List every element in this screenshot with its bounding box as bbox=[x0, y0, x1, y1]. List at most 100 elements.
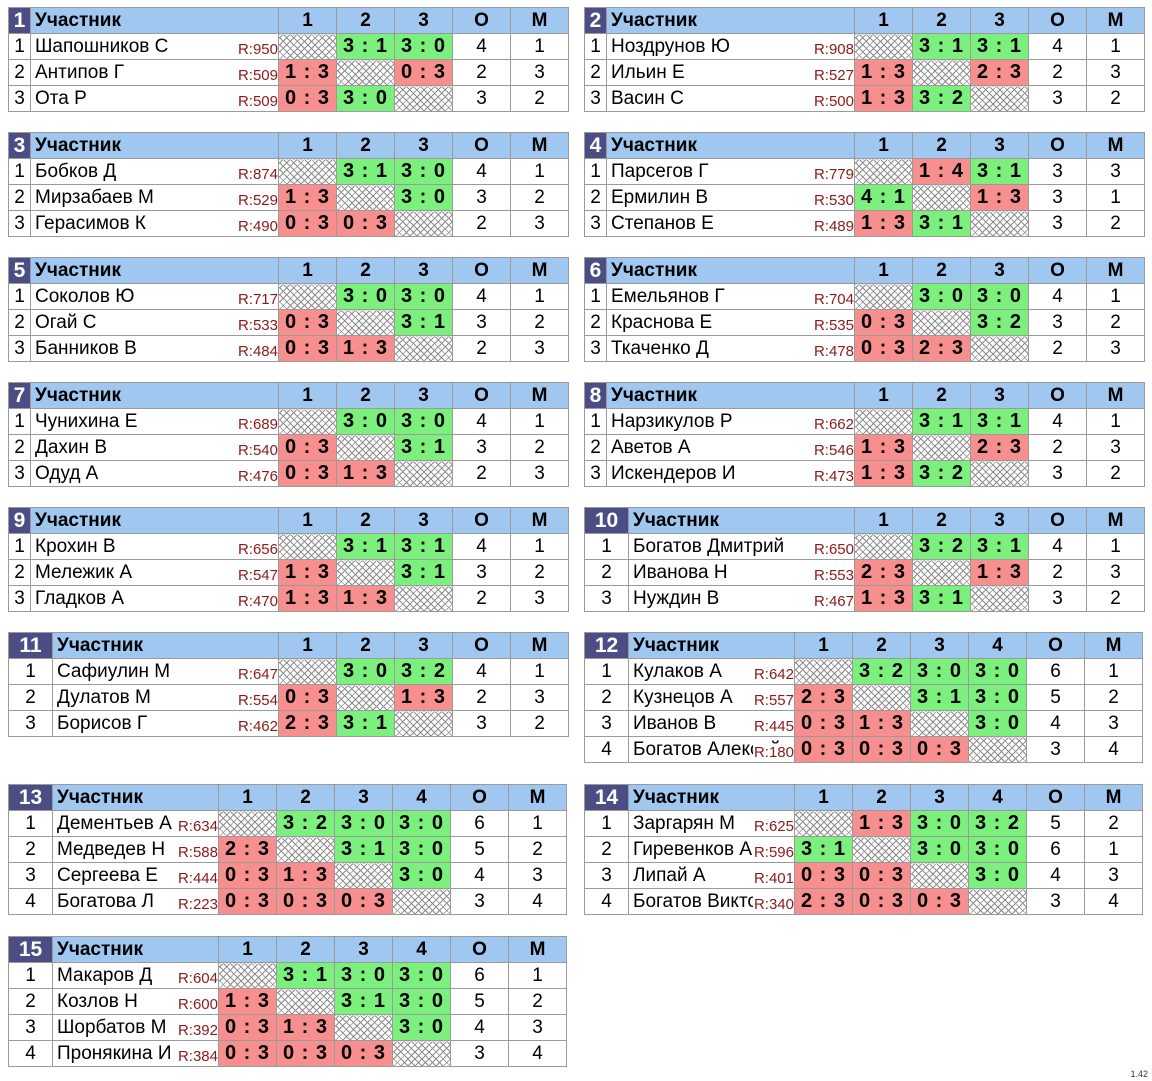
player-name[interactable]: Мирзабаев М bbox=[35, 186, 154, 208]
player-name[interactable]: Нуждин В bbox=[633, 587, 720, 609]
player-name[interactable]: Одуд А bbox=[35, 462, 99, 484]
player-name[interactable]: Кузнецов А bbox=[633, 686, 733, 708]
player-name[interactable]: Ильин Е bbox=[611, 61, 685, 83]
player-rating: R:625 bbox=[752, 818, 794, 835]
points-value: 4 bbox=[452, 158, 511, 185]
player-name[interactable]: Ткаченко Д bbox=[611, 337, 709, 359]
player-rating: R:540 bbox=[236, 442, 278, 459]
player-name[interactable]: Медведев Н bbox=[57, 838, 166, 860]
player-rating: R:484 bbox=[236, 343, 278, 360]
player-name[interactable]: Гладков А bbox=[35, 587, 125, 609]
place-value: 1 bbox=[510, 283, 569, 310]
player-rating: R:704 bbox=[812, 291, 854, 308]
player-name[interactable]: Банников В bbox=[35, 337, 137, 359]
player-name[interactable]: Герасимов К bbox=[35, 212, 146, 234]
group-header-row: 3 Участник 1 2 3 О М bbox=[8, 132, 569, 159]
self-match-cell bbox=[854, 408, 913, 435]
self-match-cell bbox=[218, 962, 277, 989]
group-number: 7 bbox=[8, 382, 31, 409]
match-score: 2 : 3 bbox=[794, 684, 853, 711]
player-name[interactable]: Богатов Дмитрий bbox=[633, 535, 785, 557]
self-match-cell bbox=[912, 434, 971, 461]
match-score: 3 : 0 bbox=[336, 283, 395, 310]
player-rating: R:642 bbox=[752, 666, 794, 683]
match-score: 3 : 0 bbox=[968, 836, 1027, 863]
player-name[interactable]: Шапошников С bbox=[35, 35, 169, 57]
match-score: 3 : 1 bbox=[394, 309, 453, 336]
points-value: 6 bbox=[1026, 658, 1085, 685]
player-name[interactable]: Аветов А bbox=[611, 436, 691, 458]
player-cell: Мирзабаев М R:529 bbox=[30, 184, 279, 211]
player-name[interactable]: Соколов Ю bbox=[35, 285, 135, 307]
player-rating: R:340 bbox=[752, 896, 794, 913]
opponent-column-header: 3 bbox=[394, 507, 453, 534]
opponent-column-header: 2 bbox=[912, 507, 971, 534]
opponent-column-header: 1 bbox=[278, 132, 337, 159]
player-name[interactable]: Шорбатов М bbox=[57, 1016, 167, 1038]
player-name[interactable]: Мележик А bbox=[35, 561, 133, 583]
player-name[interactable]: Парсегов Г bbox=[611, 160, 709, 182]
player-name[interactable]: Дахин В bbox=[35, 436, 107, 458]
opponent-column-header: 3 bbox=[910, 784, 969, 811]
player-name[interactable]: Крохин В bbox=[35, 535, 116, 557]
player-name[interactable]: Ота Р bbox=[35, 87, 87, 109]
player-name[interactable]: Борисов Г bbox=[57, 712, 148, 734]
player-name[interactable]: Гиревенков А bbox=[633, 838, 753, 860]
place-value: 3 bbox=[1084, 862, 1143, 889]
player-name[interactable]: Искендеров И bbox=[611, 462, 736, 484]
match-score: 3 : 1 bbox=[912, 585, 971, 612]
player-name[interactable]: Богатова Л bbox=[57, 890, 154, 912]
group-number: 2 bbox=[584, 7, 607, 34]
player-name[interactable]: Богатов Виктор bbox=[633, 890, 769, 912]
place-value: 2 bbox=[1086, 210, 1145, 237]
player-seed: 4 bbox=[584, 888, 629, 915]
player-cell: Медведев Н R:588 bbox=[52, 836, 219, 863]
player-seed: 2 bbox=[8, 59, 31, 86]
player-name[interactable]: Пронякина И bbox=[57, 1042, 172, 1064]
player-rating: R:533 bbox=[236, 317, 278, 334]
player-name[interactable]: Богатов Алексей bbox=[633, 738, 781, 760]
player-rating: R:392 bbox=[176, 1022, 218, 1039]
player-name[interactable]: Макаров Д bbox=[57, 964, 153, 986]
player-name[interactable]: Козлов Н bbox=[57, 990, 138, 1012]
player-name[interactable]: Бобков Д bbox=[35, 160, 117, 182]
player-name[interactable]: Сафиулин М bbox=[57, 660, 171, 682]
match-score: 3 : 2 bbox=[912, 460, 971, 487]
match-score: 3 : 2 bbox=[276, 810, 335, 837]
player-name[interactable]: Васин С bbox=[611, 87, 684, 109]
place-value: 3 bbox=[1086, 559, 1145, 586]
player-name[interactable]: Нарзикулов Р bbox=[611, 410, 733, 432]
player-name[interactable]: Ермилин В bbox=[611, 186, 709, 208]
opponent-column-header: 2 bbox=[912, 382, 971, 409]
match-score: 1 : 3 bbox=[854, 434, 913, 461]
player-name[interactable]: Степанов Е bbox=[611, 212, 714, 234]
player-name[interactable]: Заргарян М bbox=[633, 812, 735, 834]
player-name[interactable]: Огай С bbox=[35, 311, 97, 333]
match-score: 3 : 0 bbox=[336, 408, 395, 435]
player-name[interactable]: Дементьев А bbox=[57, 812, 172, 834]
player-name[interactable]: Кулаков А bbox=[633, 660, 722, 682]
player-name[interactable]: Краснова Е bbox=[611, 311, 713, 333]
player-name[interactable]: Ноздрунов Ю bbox=[611, 35, 730, 57]
points-value: 5 bbox=[1026, 684, 1085, 711]
points-value: 3 bbox=[450, 1040, 509, 1067]
match-score: 0 : 3 bbox=[336, 210, 395, 237]
self-match-cell bbox=[394, 335, 453, 362]
player-name[interactable]: Липай А bbox=[633, 864, 706, 886]
player-name[interactable]: Емельянов Г bbox=[611, 285, 725, 307]
player-cell: Пронякина И R:384 bbox=[52, 1040, 219, 1067]
player-name[interactable]: Сергеева Е bbox=[57, 864, 158, 886]
player-name[interactable]: Чунихина Е bbox=[35, 410, 138, 432]
points-value: 6 bbox=[450, 962, 509, 989]
points-column-header: О bbox=[452, 507, 511, 534]
player-name[interactable]: Иванов В bbox=[633, 712, 717, 734]
player-name[interactable]: Антипов Г bbox=[35, 61, 124, 83]
player-name[interactable]: Иванова Н bbox=[633, 561, 728, 583]
player-name[interactable]: Дулатов М bbox=[57, 686, 151, 708]
player-rating: R:908 bbox=[812, 41, 854, 58]
match-score: 3 : 0 bbox=[968, 862, 1027, 889]
